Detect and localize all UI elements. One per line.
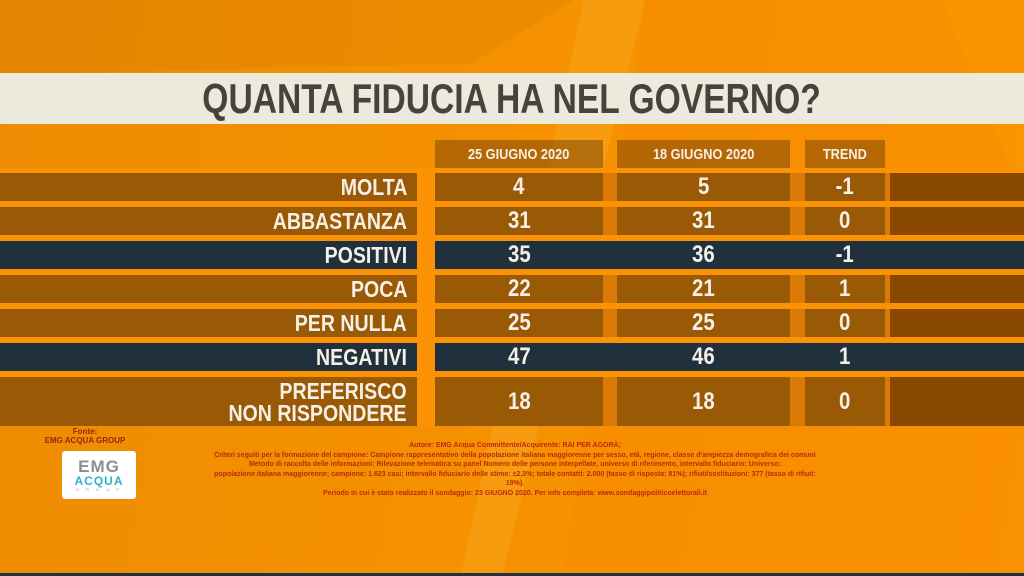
- row-label: POCA: [0, 275, 417, 303]
- table-row-negativi-highlight: NEGATIVI 47 46 1: [0, 343, 1024, 371]
- value-date-2: 46: [692, 343, 715, 370]
- fine-print-line: Criteri seguiti per la formazione del ca…: [214, 451, 816, 459]
- fine-print-line: Autore: EMG Acqua Committente/Acquirente…: [409, 442, 621, 449]
- column-gap: [790, 377, 805, 426]
- column-gap: [603, 309, 617, 337]
- column-gap: [790, 309, 805, 337]
- value-date-1: 31: [435, 207, 603, 235]
- value-date-2: 25: [617, 309, 790, 337]
- column-gap: [885, 309, 890, 337]
- value-date-2: 21: [617, 275, 790, 303]
- fonte-label: Fonte:: [72, 427, 98, 436]
- column-header-date-2: 18 GIUGNO 2020: [617, 140, 790, 168]
- column-header-trend: TREND: [805, 140, 885, 168]
- logo-text-emg: EMG: [78, 456, 120, 476]
- value-trend: 0: [805, 309, 885, 337]
- row-label: PER NULLA: [0, 309, 417, 337]
- value-date-1: 47: [507, 343, 531, 370]
- fonte-name: EMG ACQUA GROUP: [44, 436, 126, 445]
- column-gap: [603, 377, 617, 426]
- column-header-date-1: 25 GIUGNO 2020: [435, 140, 603, 168]
- row-label: MOLTA: [0, 173, 417, 201]
- value-date-2: 36: [692, 241, 715, 268]
- logo-text-acqua: ACQUA: [74, 473, 124, 488]
- column-gap: [790, 275, 805, 303]
- logo-text-group: G R O U P: [75, 486, 123, 492]
- fine-print-line: Metodo di raccolta delle informazioni: R…: [248, 461, 782, 468]
- title-banner: QUANTA FIDUCIA HA NEL GOVERNO?: [0, 73, 1024, 124]
- row-label: POSITIVI: [0, 241, 417, 269]
- row-filler: [890, 377, 1024, 426]
- column-gap: [885, 275, 890, 303]
- column-gap: [885, 173, 890, 201]
- value-date-1: 4: [435, 173, 603, 201]
- highlight-band: [435, 241, 1024, 269]
- value-trend: 0: [805, 207, 885, 235]
- value-date-2: 18: [617, 377, 790, 426]
- column-gap: [603, 275, 617, 303]
- table-row-abbastanza: ABBASTANZA 31 31 0: [0, 207, 1024, 235]
- fine-print-line: Periodo in cui è stato realizzato il son…: [322, 489, 708, 497]
- table-row-poca: POCA 22 21 1: [0, 275, 1024, 303]
- table-row-preferisco-non-rispondere: PREFERISCO NON RISPONDERE 18 18 0: [0, 377, 1024, 426]
- column-gap: [790, 173, 805, 201]
- value-date-2: 31: [617, 207, 790, 235]
- column-gap: [603, 173, 617, 201]
- row-label: PREFERISCO NON RISPONDERE: [0, 377, 417, 426]
- value-date-1: 35: [507, 241, 531, 268]
- value-trend: 0: [805, 377, 885, 426]
- table-row-molta: MOLTA 4 5 -1: [0, 173, 1024, 201]
- fine-print-line: popolazione italiana maggiorenne; campio…: [214, 470, 816, 488]
- value-trend: -1: [805, 173, 885, 201]
- value-date-1: 25: [435, 309, 603, 337]
- value-date-1: 22: [435, 275, 603, 303]
- bottom-edge-strip: [0, 573, 1024, 576]
- row-filler: [890, 275, 1024, 303]
- methodology-fine-print: Autore: EMG Acqua Committente/Acquirente…: [207, 441, 823, 498]
- value-trend: 1: [805, 275, 885, 303]
- column-gap: [790, 207, 805, 235]
- column-gap: [603, 207, 617, 235]
- row-label: NEGATIVI: [0, 343, 417, 371]
- table-row-per-nulla: PER NULLA 25 25 0: [0, 309, 1024, 337]
- row-label: ABBASTANZA: [0, 207, 417, 235]
- page-title: QUANTA FIDUCIA HA NEL GOVERNO?: [202, 74, 822, 122]
- row-filler: [890, 207, 1024, 235]
- value-date-2: 5: [617, 173, 790, 201]
- value-date-1: 18: [435, 377, 603, 426]
- source-attribution: Fonte: EMG ACQUA GROUP: [35, 427, 135, 445]
- row-filler: [890, 309, 1024, 337]
- value-trend: -1: [835, 241, 855, 268]
- emg-acqua-logo: EMG ACQUA G R O U P: [62, 451, 136, 499]
- highlight-band: [435, 343, 1024, 371]
- column-gap: [885, 377, 890, 426]
- value-trend: 1: [839, 343, 851, 370]
- column-gap: [885, 207, 890, 235]
- row-filler: [890, 173, 1024, 201]
- table-row-positivi-highlight: POSITIVI 35 36 -1: [0, 241, 1024, 269]
